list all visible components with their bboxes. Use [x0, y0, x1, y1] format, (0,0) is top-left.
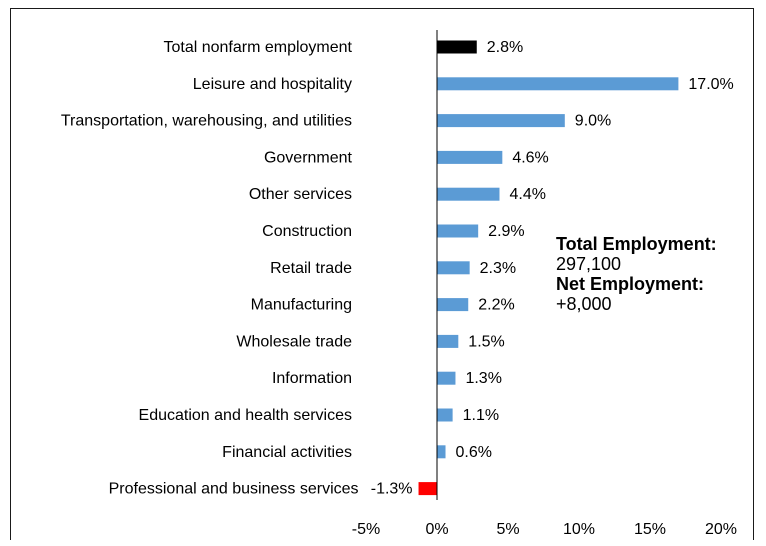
category-label: Information: [272, 370, 352, 387]
total-employment-value: 297,100: [556, 254, 622, 274]
bar-0: [437, 40, 477, 54]
bar-11: [437, 445, 446, 459]
value-label: 2.3%: [480, 260, 516, 277]
value-label: 1.3%: [465, 370, 501, 387]
category-label: Government: [264, 149, 353, 166]
bar-6: [437, 261, 470, 275]
value-labels-group: 2.8% 17.0% 9.0% 4.6% 4.4% 2.9% 2.3% 2.2% 1.5% 1.3…: [371, 39, 734, 498]
value-label: 0.6%: [456, 444, 492, 461]
x-tick-label: 20%: [705, 521, 737, 538]
category-label: Total nonfarm employment: [163, 39, 352, 56]
category-label: Retail trade: [270, 260, 352, 277]
bar-5: [437, 224, 479, 238]
value-label: 2.2%: [478, 297, 514, 314]
net-employment-label: Net Employment:: [556, 274, 705, 294]
bar-10: [437, 408, 453, 422]
category-label: Other services: [249, 186, 352, 203]
category-label: Manufacturing: [251, 297, 352, 314]
value-label: 2.9%: [488, 223, 524, 240]
value-label: 4.4%: [509, 186, 545, 203]
category-label: Leisure and hospitality: [193, 76, 352, 93]
net-employment-value: +8,000: [556, 294, 612, 314]
value-label: 9.0%: [575, 113, 611, 130]
category-label: Education and health services: [139, 407, 352, 424]
total-employment-label: Total Employment:: [556, 234, 717, 254]
x-tick-label: 15%: [634, 521, 666, 538]
bar-8: [437, 334, 459, 348]
bar-12: [418, 482, 437, 496]
category-labels-group: Total nonfarm employment Leisure and hosp…: [61, 39, 359, 498]
employment-summary: Total Employment: 297,100 Net Employment…: [556, 234, 717, 314]
bar-7: [437, 298, 469, 312]
category-label: Professional and business services: [109, 481, 359, 498]
category-label: Transportation, warehousing, and utiliti…: [61, 113, 352, 130]
value-label: 17.0%: [688, 76, 733, 93]
bars-group: [418, 40, 679, 496]
category-label: Wholesale trade: [236, 333, 352, 350]
value-label: -1.3%: [371, 481, 413, 498]
x-tick-label: 0%: [425, 521, 448, 538]
value-label: 1.5%: [468, 333, 504, 350]
bar-9: [437, 371, 456, 385]
bar-4: [437, 187, 500, 201]
x-tick-label: -5%: [352, 521, 380, 538]
category-label: Financial activities: [222, 444, 352, 461]
value-label: 4.6%: [512, 149, 548, 166]
chart-frame: [10, 8, 754, 540]
bar-3: [437, 150, 503, 164]
value-label: 2.8%: [487, 39, 523, 56]
value-label: 1.1%: [463, 407, 499, 424]
bar-1: [437, 77, 679, 91]
bar-2: [437, 114, 565, 128]
category-label: Construction: [262, 223, 352, 240]
x-tick-labels-group: -5% 0% 5% 10% 15% 20%: [352, 521, 737, 538]
x-tick-label: 10%: [563, 521, 595, 538]
x-tick-label: 5%: [496, 521, 519, 538]
